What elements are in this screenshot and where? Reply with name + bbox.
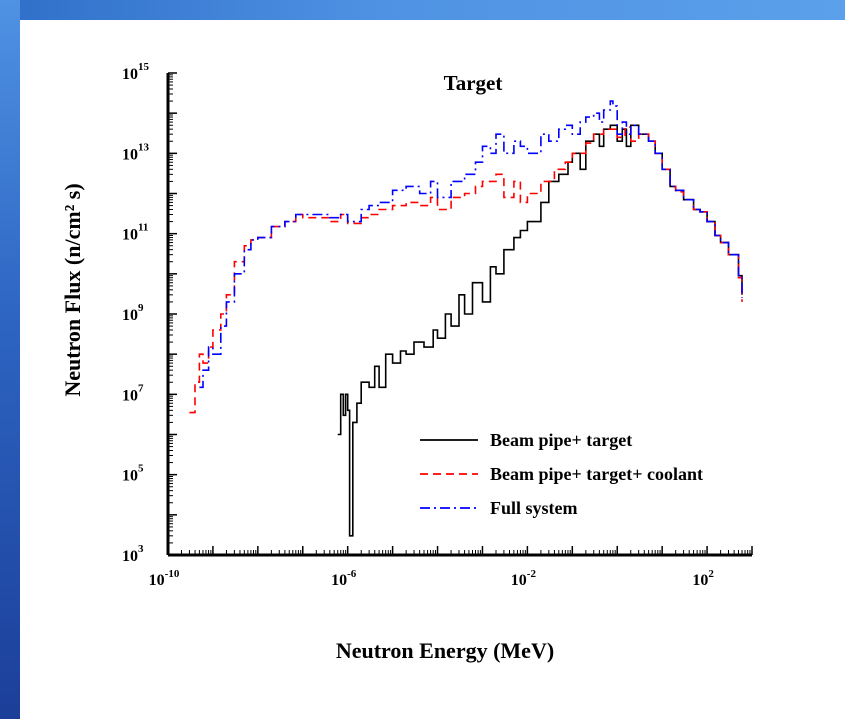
slide-frame-left: [0, 0, 20, 719]
x-tick-label: 102: [692, 568, 714, 589]
legend-label-3: Full system: [490, 498, 578, 518]
chart-title: Target: [444, 71, 503, 95]
legend-label-2: Beam pipe+ target+ coolant: [490, 464, 703, 484]
series-line-2: [189, 126, 743, 414]
y-tick-label: 103: [122, 543, 144, 565]
x-tick-label: 10-6: [331, 568, 357, 589]
x-axis-title: Neutron Energy (MeV): [336, 638, 554, 663]
y-axis-title: Neutron Flux (n/cm² s): [60, 183, 85, 396]
series-line-3: [199, 100, 743, 389]
legend: Beam pipe+ target Beam pipe+ target+ cool…: [420, 430, 703, 518]
slide-frame-top: [0, 0, 845, 20]
y-tick-label: 107: [122, 382, 144, 404]
x-tick-label: 10-10: [149, 568, 180, 589]
series-lines: [189, 100, 743, 537]
axes: 10-10 10-6 10-2 102 103 105 107 109 1011 1013 1015: [122, 61, 753, 589]
legend-label-1: Beam pipe+ target: [490, 430, 632, 450]
y-tick-label: 1015: [122, 61, 150, 83]
y-tick-label: 109: [122, 302, 144, 324]
y-tick-label: 105: [122, 463, 144, 485]
x-tick-label: 10-2: [511, 568, 537, 589]
y-tick-label: 1011: [122, 222, 148, 244]
y-tick-label: 1013: [122, 141, 150, 163]
